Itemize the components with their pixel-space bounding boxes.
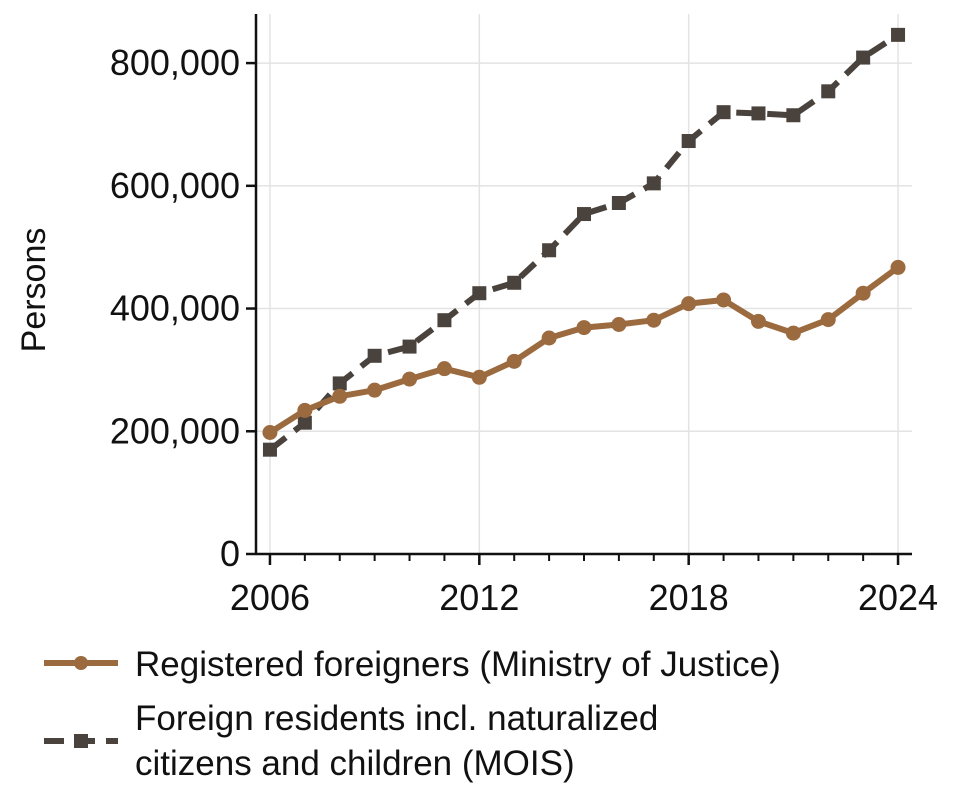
data-point (506, 353, 522, 369)
data-point (507, 275, 522, 290)
legend-label-foreign-residents-line-2: citizens and children (MOIS) (135, 744, 575, 783)
x-tick-label: 2006 (230, 577, 310, 618)
data-point (541, 330, 557, 346)
ticks: 0 200,000 400,000 600,000 800,000 2006 2012 201… (110, 42, 938, 618)
data-point (262, 442, 277, 457)
series-line-0 (268, 264, 900, 436)
x-tick-label: 2012 (439, 577, 519, 618)
data-point (437, 313, 452, 328)
data-point (785, 325, 801, 341)
data-point (855, 285, 871, 301)
series-0 (262, 259, 906, 440)
data-point (646, 312, 662, 328)
legend-marker-foreign-residents (74, 734, 88, 748)
legend-label-foreign-residents-line-1: Foreign residents incl. naturalized (135, 699, 658, 738)
data-point (646, 176, 661, 191)
grid-lines (256, 14, 912, 554)
data-point (890, 259, 906, 275)
legend: Registered foreigners (Ministry of Justi… (44, 645, 781, 783)
data-point (891, 27, 906, 42)
data-point (367, 382, 383, 398)
y-tick-label: 400,000 (110, 288, 240, 329)
legend-label-registered-foreigners: Registered foreigners (Ministry of Justi… (135, 645, 781, 684)
data-point (786, 108, 801, 123)
data-point (332, 376, 347, 391)
data-point (402, 339, 417, 354)
y-tick-label: 800,000 (110, 42, 240, 83)
data-point (472, 286, 487, 301)
data-point (821, 84, 836, 99)
x-tick-label: 2024 (858, 577, 938, 618)
data-point (716, 105, 731, 120)
series-line-1 (268, 32, 900, 453)
data-point (681, 296, 697, 312)
series-1 (262, 27, 906, 457)
data-point (402, 371, 418, 387)
data-point (820, 312, 836, 328)
y-tick-label: 600,000 (110, 165, 240, 206)
data-point (577, 207, 591, 222)
legend-marker-registered-foreigners (74, 656, 88, 670)
data-point (297, 415, 312, 430)
data-point (297, 402, 313, 418)
data-point (436, 361, 452, 377)
data-point (856, 50, 871, 65)
data-point (681, 134, 696, 149)
legend-item-foreign-residents: Foreign residents incl. naturalized citi… (44, 699, 658, 783)
data-point (262, 425, 278, 440)
data-point (367, 348, 382, 363)
data-point (542, 243, 557, 258)
data-point (716, 292, 732, 308)
y-tick-label: 200,000 (110, 410, 240, 451)
axes (254, 14, 912, 556)
data-point (750, 313, 766, 329)
y-tick-label: 0 (220, 533, 240, 574)
data-point (611, 317, 627, 332)
x-tick-label: 2018 (649, 577, 729, 618)
data-point (471, 369, 487, 385)
legend-item-registered-foreigners: Registered foreigners (Ministry of Justi… (44, 645, 781, 684)
data-point (611, 196, 626, 210)
series (262, 27, 906, 457)
data-point (751, 106, 766, 121)
data-point (332, 388, 348, 404)
y-axis-title: Persons (15, 228, 53, 353)
data-point (576, 320, 592, 336)
